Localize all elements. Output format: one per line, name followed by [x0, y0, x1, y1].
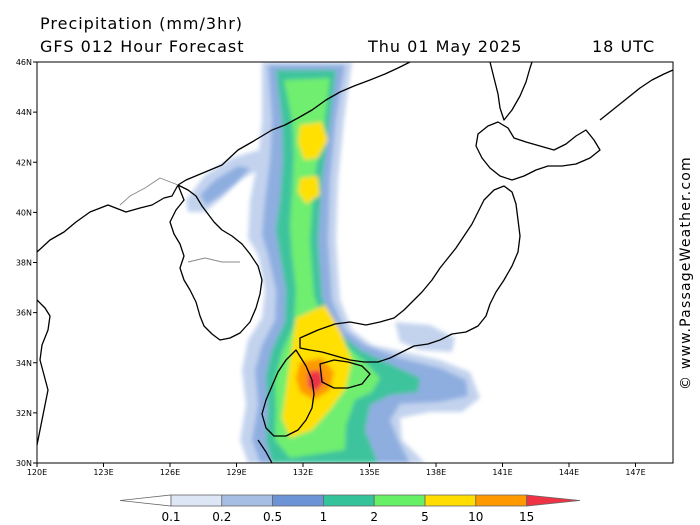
forecast-date: Thu 01 May 2025: [368, 37, 523, 56]
lat-label: 44N: [16, 108, 32, 117]
coastline-china-east: [37, 299, 51, 446]
precip-patch-east: [395, 322, 455, 352]
precipitation-layer: [37, 62, 673, 463]
lon-label: 141E: [492, 468, 512, 477]
precip-core-yellow-mid: [298, 176, 320, 204]
coastline-shikoku: [319, 359, 371, 389]
coastline-kyushu: [261, 349, 315, 437]
lon-label: 135E: [359, 468, 379, 477]
legend-label: 0.5: [263, 510, 282, 524]
lon-label: 138E: [426, 468, 446, 477]
lat-label: 32N: [16, 409, 32, 418]
coastline-sakhalin: [489, 62, 533, 121]
longitude-labels: 120E 123E 126E 129E 132E 135E 138E 141E 144E 147E: [27, 463, 646, 477]
legend-label: 15: [519, 510, 534, 524]
legend-swatch: [170, 494, 223, 507]
lon-label: 144E: [559, 468, 579, 477]
coastline-korea: [169, 184, 263, 341]
precip-core-yellow-north: [298, 122, 328, 160]
legend-label: 10: [468, 510, 483, 524]
legend-swatch: [221, 494, 274, 507]
coastlines: [37, 62, 673, 463]
coastline-ryukyu: [257, 439, 273, 463]
coastline-asia-mainland: [37, 62, 411, 253]
border-korea-dmz: [187, 257, 240, 263]
legend-swatch: [373, 494, 426, 507]
lat-label: 34N: [16, 359, 32, 368]
precip-patch-korea-blue: [200, 166, 250, 205]
legend-label: 0.1: [161, 510, 180, 524]
legend-swatch: [272, 494, 324, 507]
coastline-kurils: [599, 69, 673, 121]
lat-label: 42N: [16, 158, 32, 167]
copyright-credit: © www.PassageWeather.com: [678, 156, 694, 390]
legend-label: 2: [370, 510, 378, 524]
legend-label: 1: [320, 510, 328, 524]
legend-swatch: [119, 494, 172, 507]
border-korea-china: [119, 177, 179, 206]
coastline-hokkaido: [475, 121, 601, 181]
lat-label: 46N: [16, 58, 32, 67]
forecast-subtitle: GFS 012 Hour Forecast: [40, 37, 245, 56]
lat-label: 30N: [16, 459, 32, 468]
lon-label: 120E: [27, 468, 47, 477]
borders: [119, 177, 240, 263]
lon-label: 147E: [625, 468, 645, 477]
coastline-honshu: [299, 185, 521, 363]
lon-label: 126E: [160, 468, 180, 477]
lat-label: 36N: [16, 309, 32, 318]
precip-core-red: [308, 370, 324, 392]
legend-label: 5: [421, 510, 429, 524]
legend-label: 0.2: [212, 510, 231, 524]
forecast-time: 18 UTC: [592, 37, 656, 56]
legend-swatch: [526, 494, 581, 507]
copyright-text: © www.PassageWeather.com: [678, 156, 694, 390]
lon-label: 132E: [293, 468, 313, 477]
lat-label: 38N: [16, 259, 32, 268]
latitude-labels: 46N 44N 42N 40N 38N 36N 34N 32N 30N: [16, 58, 37, 468]
legend-swatch: [424, 494, 477, 507]
precip-legend: 0.1 0.2 0.5 1 2 5 10 15: [119, 494, 581, 524]
legend-swatch: [322, 494, 375, 507]
lon-label: 123E: [93, 468, 113, 477]
legend-swatch: [475, 494, 527, 507]
map-title: Precipitation (mm/3hr): [40, 14, 244, 33]
lat-label: 40N: [16, 208, 32, 217]
lon-label: 129E: [226, 468, 246, 477]
